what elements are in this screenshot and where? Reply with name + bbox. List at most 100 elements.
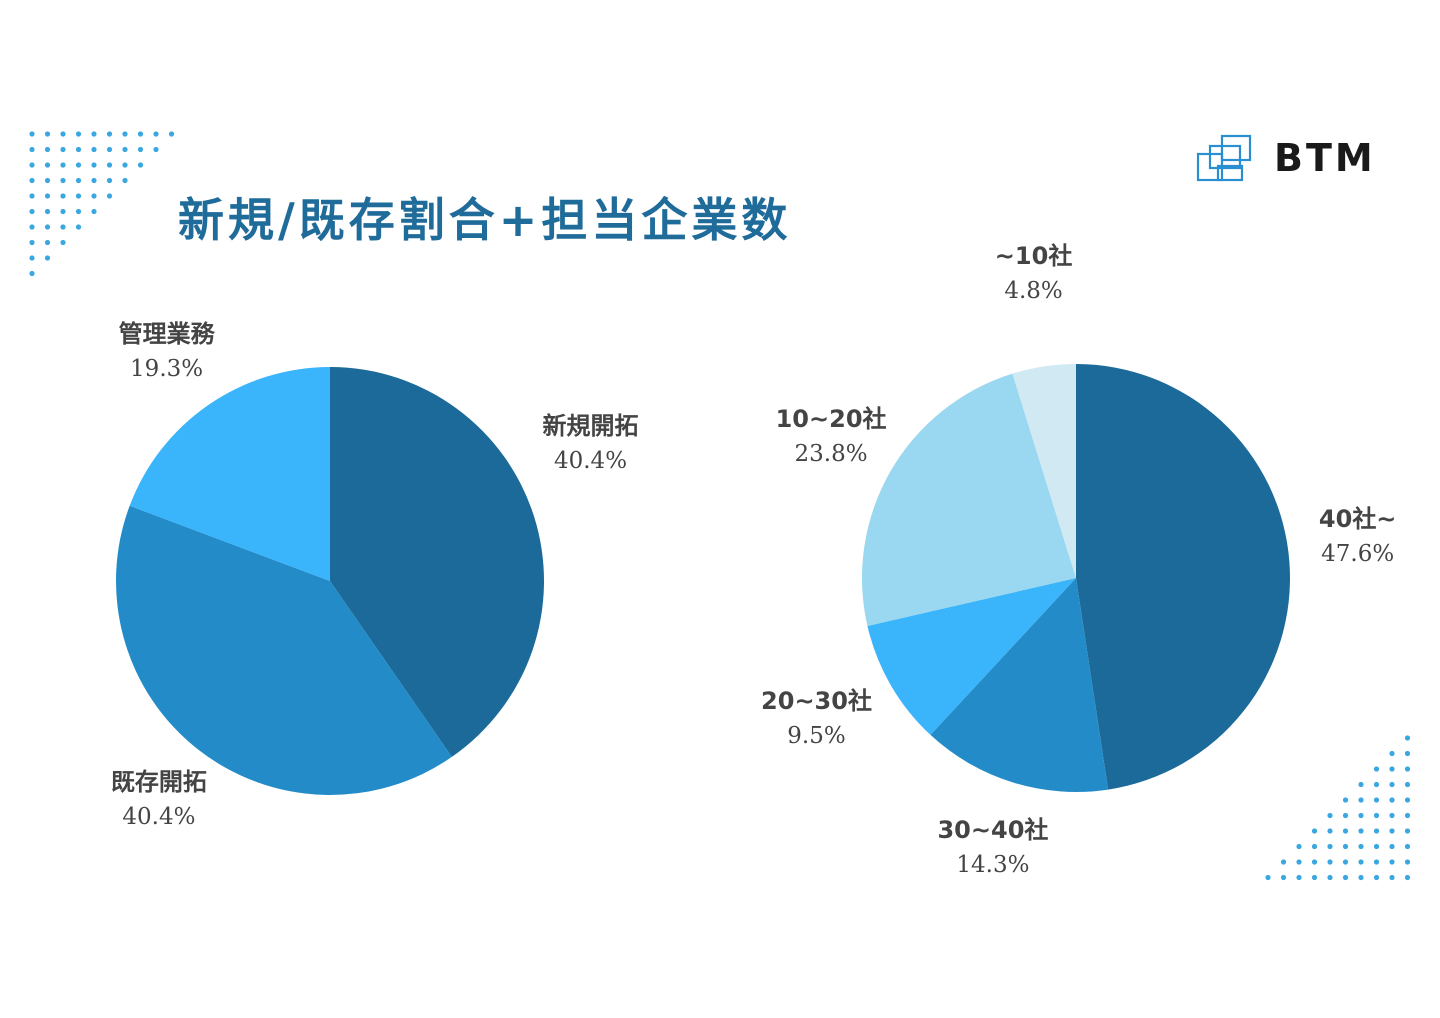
decorative-dot xyxy=(75,177,82,184)
pie-slice xyxy=(930,578,1109,792)
decorative-dot xyxy=(122,177,128,184)
decorative-dot xyxy=(1342,874,1349,881)
slice-label: ~10社 4.8% xyxy=(995,239,1073,309)
decorative-dot xyxy=(29,193,35,199)
slice-name: 新規開拓 xyxy=(542,412,639,441)
decorative-dot xyxy=(1342,812,1349,819)
decorative-dot xyxy=(1404,859,1411,865)
decorative-dot xyxy=(1389,828,1395,834)
decorative-dot xyxy=(75,131,82,137)
slice-percentage: 40.4% xyxy=(122,804,196,831)
decorative-dot xyxy=(1358,797,1364,803)
decorative-dot xyxy=(44,224,51,230)
slice-percentage: 47.6% xyxy=(1321,540,1395,567)
decorative-dot xyxy=(1342,828,1349,834)
decorative-dot xyxy=(91,162,97,168)
decorative-dot xyxy=(1373,781,1380,788)
decorative-dot xyxy=(44,162,51,168)
decorative-dot xyxy=(60,193,66,199)
pie-slice xyxy=(1076,364,1290,790)
decorative-dot xyxy=(1327,828,1333,834)
decorative-dot xyxy=(1389,750,1395,757)
decorative-dot xyxy=(1358,874,1364,881)
decorative-dot xyxy=(75,193,82,199)
decorative-dot xyxy=(1327,812,1333,819)
slice-name: 30~40社 xyxy=(937,815,1049,844)
decorative-dot xyxy=(1327,843,1333,850)
decorative-dot xyxy=(91,193,97,199)
decorative-dot xyxy=(29,177,35,184)
decorative-dot xyxy=(1389,812,1395,819)
slice-label: 20~30社 9.5% xyxy=(761,684,872,754)
decorative-dot xyxy=(1358,828,1364,834)
slice-name: 既存開拓 xyxy=(110,768,207,797)
decorative-dot xyxy=(44,193,51,199)
decorative-dot xyxy=(29,208,35,215)
decorative-dot xyxy=(1311,874,1318,881)
decorative-dot xyxy=(91,208,97,215)
decorative-dot xyxy=(1404,874,1411,881)
decorative-dot xyxy=(44,255,51,261)
decorative-dot xyxy=(1280,874,1287,881)
decorative-dot xyxy=(1389,781,1395,788)
slice-percentage: 9.5% xyxy=(787,723,846,750)
decorative-dot xyxy=(1404,766,1411,772)
decorative-dot xyxy=(153,131,159,137)
decorative-dot xyxy=(91,146,97,153)
decorative-dot xyxy=(168,131,175,137)
decorative-dot xyxy=(1373,812,1380,819)
decorative-dot xyxy=(75,208,82,215)
decorative-dot xyxy=(60,177,66,184)
slice-name: 40社~ xyxy=(1318,504,1397,533)
decorative-dot xyxy=(60,162,66,168)
pie-slice xyxy=(1012,364,1076,578)
pie-slice xyxy=(862,373,1076,626)
dot-pattern-bottom-right xyxy=(1258,728,1418,888)
decorative-dot xyxy=(1373,874,1380,881)
decorative-dot xyxy=(29,162,35,168)
btm-logo: BTM xyxy=(1196,132,1376,184)
decorative-dot xyxy=(106,131,113,137)
decorative-dot xyxy=(60,131,66,137)
decorative-dot xyxy=(1280,859,1287,865)
decorative-dot xyxy=(75,162,82,168)
decorative-dot xyxy=(1404,797,1411,803)
page-title: 新規/既存割合+担当企業数 xyxy=(178,193,792,247)
decorative-dot xyxy=(75,146,82,153)
decorative-dot xyxy=(44,208,51,215)
decorative-dot xyxy=(60,239,66,246)
slice-percentage: 23.8% xyxy=(794,441,868,468)
decorative-dot xyxy=(1311,843,1318,850)
slice-label: 40社~ 47.6% xyxy=(1319,502,1397,572)
decorative-dot xyxy=(1296,843,1302,850)
slice-percentage: 19.3% xyxy=(130,356,204,383)
decorative-dot xyxy=(106,193,113,199)
decorative-dot xyxy=(1404,828,1411,834)
decorative-dot xyxy=(29,270,35,277)
decorative-dot xyxy=(1296,859,1302,865)
slice-label: 新規開拓 40.4% xyxy=(543,409,639,479)
decorative-dot xyxy=(1358,812,1364,819)
decorative-dot xyxy=(1358,843,1364,850)
decorative-dot xyxy=(106,146,113,153)
decorative-dot xyxy=(1342,843,1349,850)
decorative-dot xyxy=(1404,750,1411,757)
decorative-dot xyxy=(1358,781,1364,788)
dot-pattern-top-left xyxy=(26,128,186,288)
decorative-dot xyxy=(1342,797,1349,803)
pie-slice xyxy=(867,578,1076,735)
decorative-dot xyxy=(1296,874,1302,881)
pie-slice xyxy=(129,366,330,581)
decorative-dot xyxy=(29,131,35,137)
decorative-dot xyxy=(1404,843,1411,850)
pie-slice xyxy=(330,367,544,757)
decorative-dot xyxy=(1327,874,1333,881)
decorative-dot xyxy=(60,146,66,153)
decorative-dot xyxy=(29,239,35,246)
stacked-squares-logo-icon xyxy=(1196,134,1252,182)
decorative-dot xyxy=(1373,859,1380,865)
decorative-dot xyxy=(1327,859,1333,865)
decorative-dot xyxy=(1404,781,1411,788)
decorative-dot xyxy=(1404,812,1411,819)
